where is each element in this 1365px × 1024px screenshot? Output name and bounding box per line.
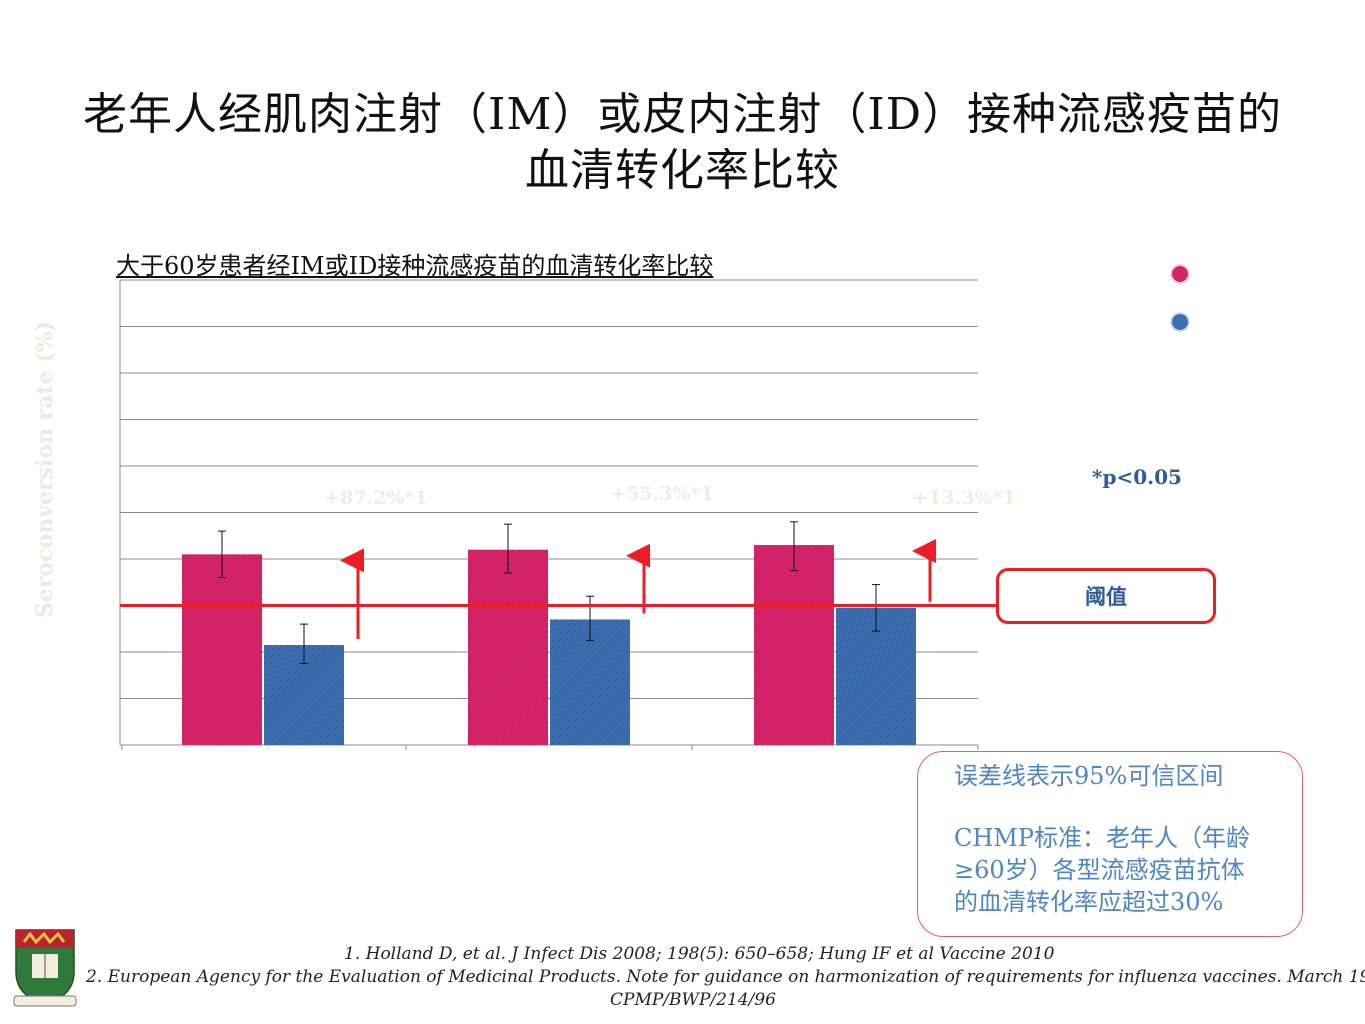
note-line-2: CHMP标准：老年人（年龄 [954, 824, 1251, 852]
reference-2: 2. European Agency for the Evaluation of… [86, 967, 1365, 987]
bar [468, 549, 548, 745]
bar [182, 554, 262, 745]
reference-2-continued: CPMP/BWP/214/96 [610, 990, 776, 1010]
p-value-note: *p<0.05 [1092, 465, 1182, 489]
bars [182, 545, 916, 745]
threshold-label-box: 阈值 [996, 568, 1216, 624]
bar [754, 545, 834, 745]
chart-title: 大于60岁患者经IM或ID接种流感疫苗的血清转化率比较 [116, 252, 714, 280]
legend-marker-blue [1172, 314, 1188, 330]
note-line-4: 的血清转化率应超过30% [954, 888, 1224, 916]
note-box: 误差线表示95%可信区间 CHMP标准：老年人（年龄 ≥60岁）各型流感疫苗抗体… [917, 751, 1303, 937]
increase-annotation: +13.3%*1 [912, 487, 1015, 509]
reference-1: 1. Holland D, et al. J Infect Dis 2008; … [344, 944, 1055, 964]
slide-title-line-1: 老年人经肌肉注射（IM）或皮内注射（ID）接种流感疫苗的 [82, 89, 1283, 140]
note-line-1: 误差线表示95%可信区间 [954, 762, 1224, 790]
increase-annotation: +87.2%*1 [324, 487, 427, 509]
overlays: +87.2%*1 +55.3%*1 +13.3%*1 [120, 483, 1016, 665]
slide-title-line-2: 血清转化率比较 [525, 145, 840, 196]
legend-marker-pink [1172, 266, 1188, 282]
threshold-label: 阈值 [1085, 584, 1127, 609]
university-crest-logo [13, 929, 77, 1007]
note-line-3: ≥60岁）各型流感疫苗抗体 [954, 856, 1245, 884]
increase-annotation: +55.3%*1 [610, 483, 713, 505]
